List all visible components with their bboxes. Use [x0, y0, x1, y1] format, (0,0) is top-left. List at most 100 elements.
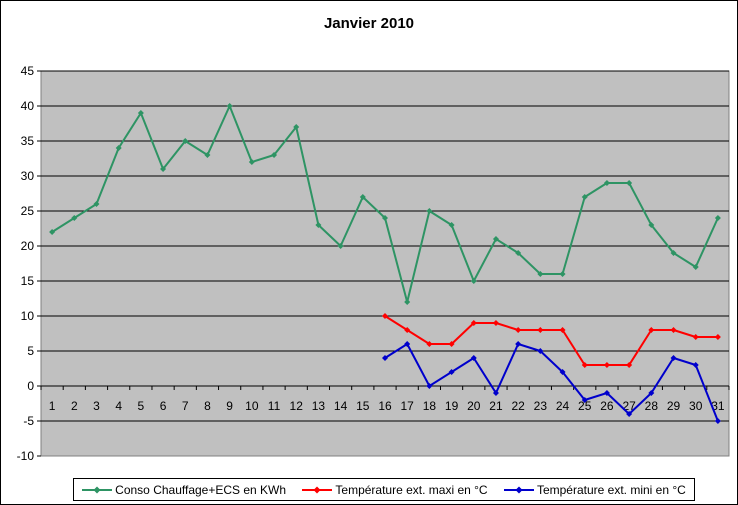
x-tick-label: 2: [71, 399, 78, 413]
legend-swatch-conso: [82, 486, 113, 493]
data-point: [559, 369, 566, 375]
data-point: [559, 327, 566, 333]
y-tick-label: 30: [21, 169, 35, 183]
legend-swatch-temp-maxi: [302, 486, 333, 493]
data-point: [692, 362, 699, 368]
data-point: [537, 327, 544, 333]
x-tick-label: 19: [445, 399, 459, 413]
legend-label-temp-maxi: Température ext. maxi en °C: [335, 482, 488, 497]
plot-area: [40, 70, 730, 457]
data-point: [448, 369, 455, 375]
data-point: [359, 194, 366, 200]
y-tick-label: 0: [27, 379, 34, 393]
data-point: [137, 110, 144, 116]
data-point: [714, 334, 721, 340]
data-point: [49, 229, 56, 235]
data-point: [382, 215, 388, 221]
data-point: [337, 243, 344, 249]
x-tick-label: 16: [378, 399, 392, 413]
data-point: [470, 278, 477, 284]
data-point: [581, 194, 588, 200]
data-point: [426, 208, 433, 214]
x-axis: 1 2 3 4 5 6 7 8 9 10 11 12 13 14 15 16 17 18 19 20 21 22 23 24 2…: [40, 385, 730, 413]
series-1: [382, 313, 721, 368]
x-tick-label: 12: [290, 399, 304, 413]
x-tick-label: 6: [160, 399, 167, 413]
data-point: [670, 250, 677, 256]
data-point: [204, 152, 211, 158]
data-point: [603, 362, 610, 368]
x-tick-label: 23: [534, 399, 548, 413]
x-tick-label: 26: [600, 399, 614, 413]
legend-label-conso: Conso Chauffage+ECS en KWh: [115, 482, 287, 497]
x-tick-label: 9: [226, 399, 233, 413]
data-point: [515, 341, 522, 347]
data-point: [626, 180, 633, 186]
chart-title: Janvier 2010: [323, 15, 415, 32]
data-point: [714, 418, 721, 424]
x-tick-label: 14: [334, 399, 348, 413]
x-tick-label: 8: [204, 399, 211, 413]
y-tick-label: 10: [21, 309, 35, 323]
data-point: [515, 250, 522, 256]
data-point: [648, 390, 655, 396]
data-point: [182, 138, 189, 144]
series-layer: [49, 103, 721, 424]
data-point: [626, 411, 633, 417]
data-point: [271, 152, 278, 158]
data-point: [382, 313, 388, 319]
data-point: [559, 271, 566, 277]
x-tick-label: 1: [49, 399, 56, 413]
legend-item-conso: Conso Chauffage+ECS en KWh: [82, 483, 286, 497]
data-point: [537, 348, 544, 354]
data-point: [248, 159, 255, 165]
legend-item-temp-mini: Température ext. mini en °C: [503, 482, 686, 497]
data-point: [626, 362, 633, 368]
data-point: [470, 320, 477, 326]
data-point: [404, 299, 411, 305]
legend-item-temp-maxi: Température ext. maxi en °C: [302, 482, 488, 497]
legend-swatch-temp-mini: [503, 486, 534, 493]
data-point: [692, 334, 699, 340]
data-point: [404, 341, 411, 347]
data-point: [71, 215, 78, 221]
data-point: [581, 397, 588, 403]
x-tick-label: 28: [645, 399, 659, 413]
series-0: [49, 103, 721, 305]
data-point: [670, 355, 677, 361]
series-line-1: [384, 315, 718, 366]
data-point: [93, 201, 100, 207]
data-point: [648, 327, 655, 333]
y-tick-label: 40: [21, 99, 35, 113]
legend-marker-conso: [93, 486, 101, 493]
x-tick-label: 25: [578, 399, 592, 413]
x-tick-label: 18: [423, 399, 437, 413]
y-tick-label: 45: [21, 64, 35, 78]
x-tick-label: 30: [689, 399, 703, 413]
data-point: [115, 145, 122, 151]
x-tick-label: 11: [268, 399, 281, 413]
legend-label-temp-mini: Température ext. mini en °C: [536, 482, 686, 497]
data-point: [492, 390, 499, 396]
data-point: [293, 124, 300, 130]
data-point: [714, 215, 721, 221]
x-tick-label: 22: [511, 399, 525, 413]
x-tick-label: 24: [556, 399, 570, 413]
data-point: [448, 341, 455, 347]
data-point: [226, 103, 233, 109]
x-tick-label: 29: [667, 399, 681, 413]
legend-marker-temp-mini: [515, 486, 523, 493]
x-tick-label: 13: [312, 399, 326, 413]
x-tick-label: 21: [489, 399, 503, 413]
data-point: [581, 362, 588, 368]
y-tick-label: -10: [17, 449, 35, 463]
x-tick-label: 7: [182, 399, 189, 413]
x-tick-label: 10: [245, 399, 259, 413]
x-tick-label: 3: [93, 399, 100, 413]
data-point: [670, 327, 677, 333]
data-point: [603, 390, 610, 396]
y-tick-label: 15: [21, 274, 35, 288]
y-tick-label: 5: [27, 344, 34, 358]
data-point: [426, 341, 433, 347]
